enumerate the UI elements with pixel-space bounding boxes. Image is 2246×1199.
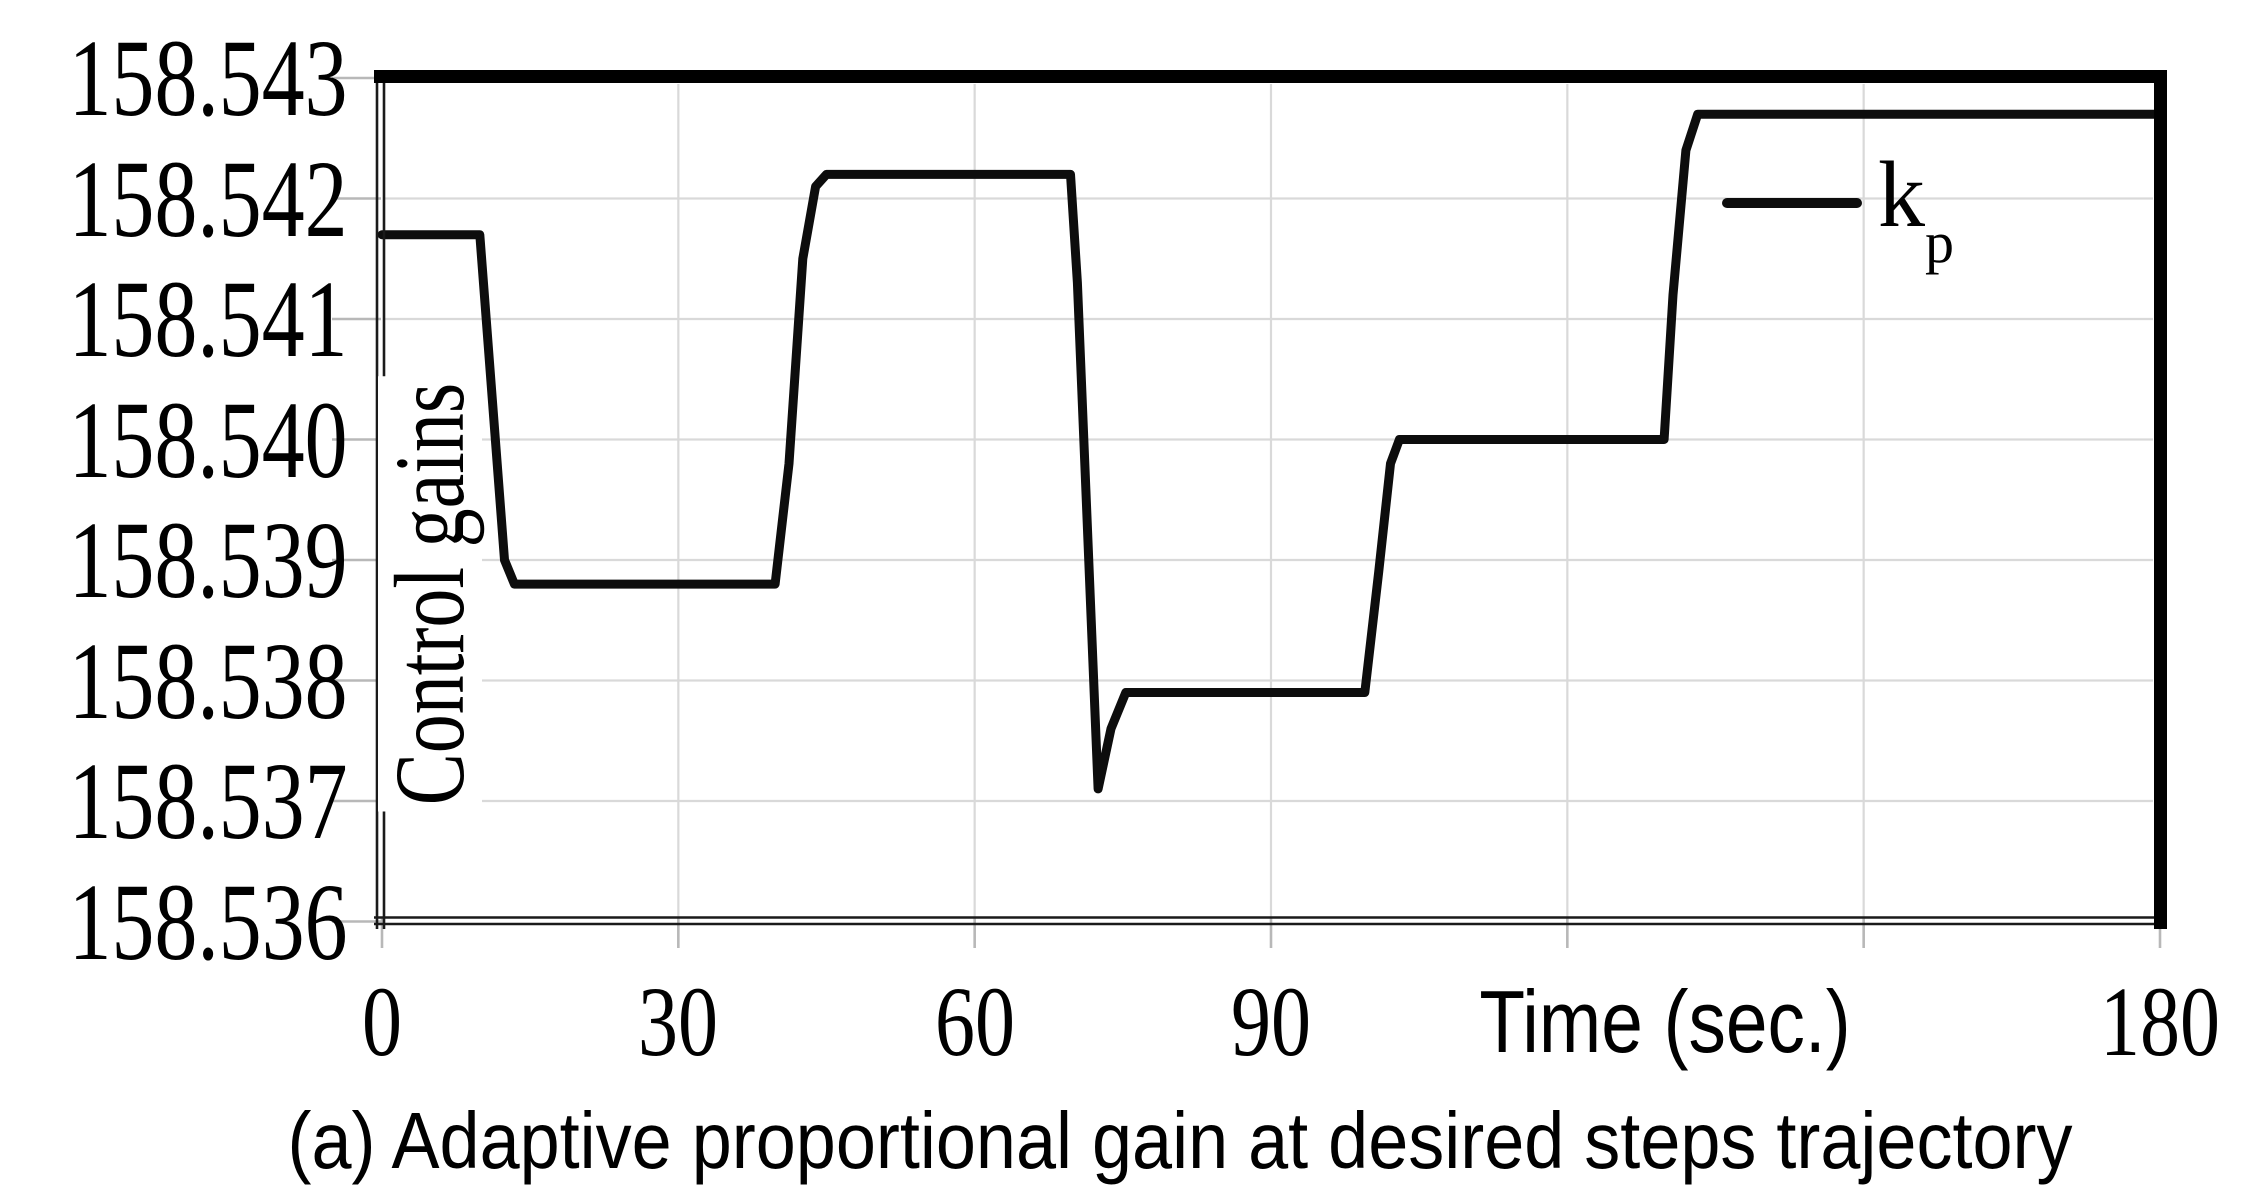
chart-border-right [2154, 70, 2167, 929]
x-axis-title: Time (sec.) [1479, 972, 1851, 1071]
x-tick-label-60: 60 [934, 966, 1015, 1077]
x-tick-label-0: 0 [362, 966, 402, 1077]
x-tick-label-90: 90 [1231, 966, 1311, 1077]
series-line-kp [377, 109, 2165, 794]
y-tick-label-158.539: 158.539 [68, 499, 348, 621]
y-tick-label-158.541: 158.541 [68, 258, 348, 380]
y-axis-title: Control gains [374, 376, 485, 812]
y-tick-label-158.536: 158.536 [68, 860, 348, 983]
y-tick-label-158.538: 158.538 [68, 619, 348, 742]
legend-series-subscript: p [1925, 210, 1954, 275]
y-tick-label-158.542: 158.542 [68, 137, 348, 260]
figure-caption: (a) Adaptive proportional gain at desire… [287, 1096, 2073, 1185]
y-tick-label-158.537: 158.537 [68, 740, 348, 862]
x-tick-label-30: 30 [638, 966, 719, 1077]
legend: kp [1878, 148, 1954, 275]
legend-series-label: k [1878, 143, 1925, 247]
x-tick-label-180: 180 [2100, 966, 2220, 1077]
y-tick-label-158.543: 158.543 [68, 17, 348, 139]
y-tick-label-158.540: 158.540 [68, 378, 348, 501]
chart-border-top [374, 70, 2167, 83]
